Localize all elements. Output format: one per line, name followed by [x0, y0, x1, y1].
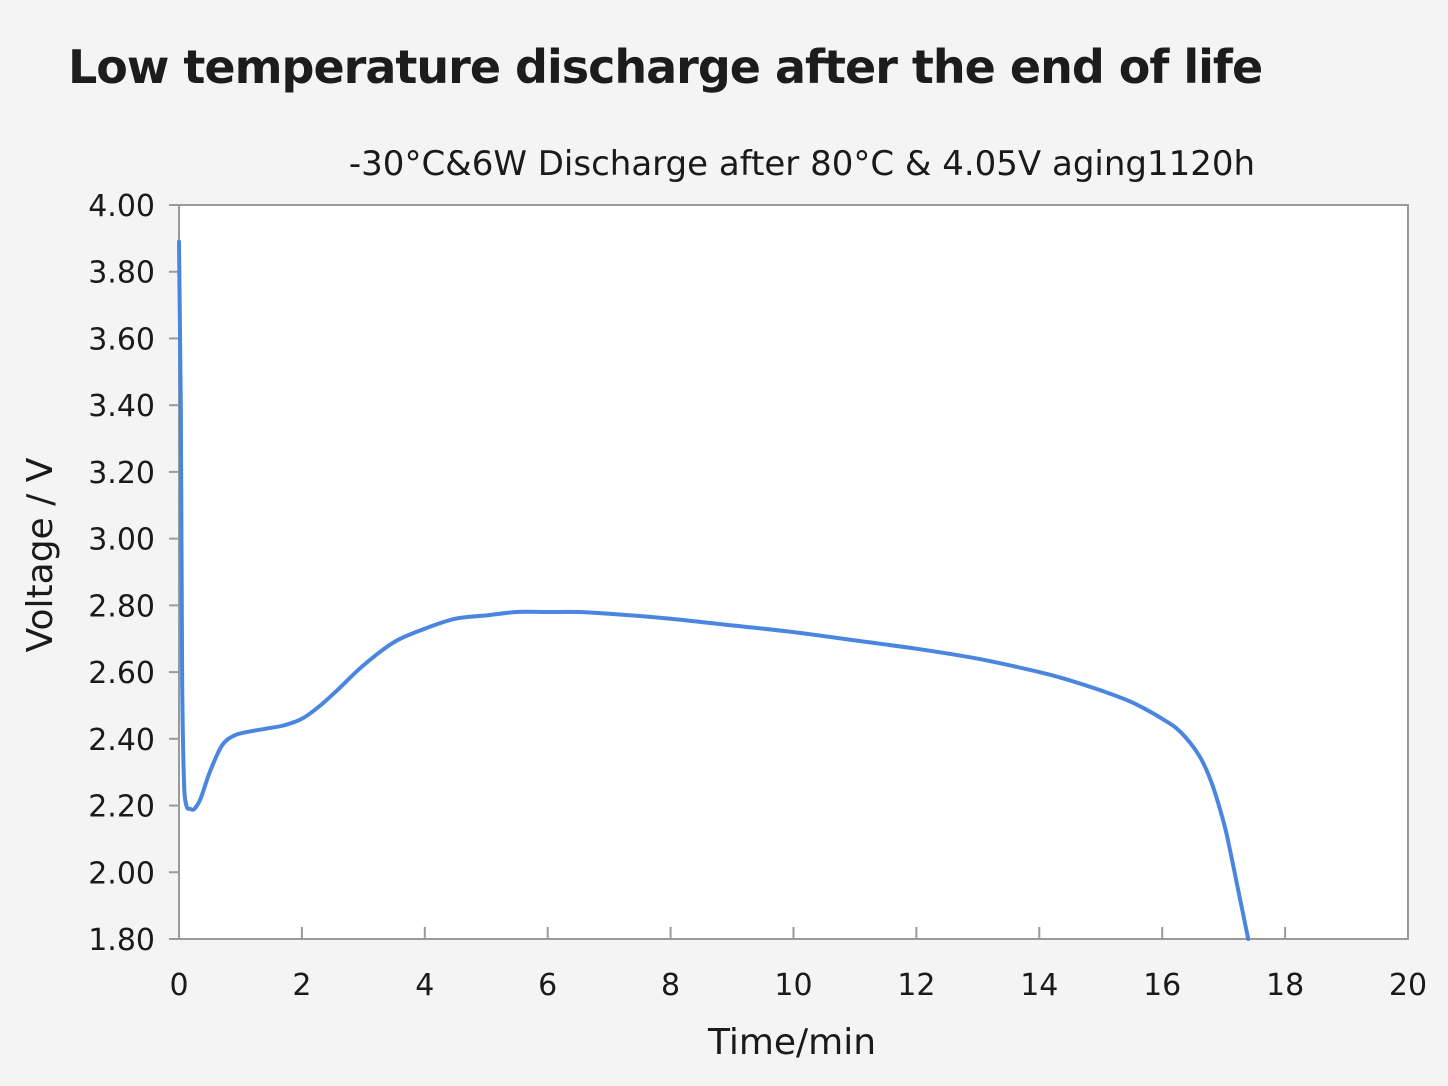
x-tick-label: 4 — [415, 968, 434, 1003]
x-axis-ticks: 0 2 4 6 8 10 12 14 16 18 20 — [169, 927, 1427, 1003]
y-tick-label: 1.80 — [88, 923, 155, 958]
x-axis-label: Time/min — [707, 1022, 876, 1063]
x-tick-label: 8 — [661, 968, 680, 1003]
x-tick-label: 6 — [538, 968, 557, 1003]
y-tick-label: 2.00 — [88, 856, 155, 891]
x-tick-label: 18 — [1266, 968, 1304, 1003]
y-tick-label: 3.40 — [88, 389, 155, 424]
plot-area — [178, 204, 1409, 940]
x-tick-label: 16 — [1143, 968, 1181, 1003]
y-tick-label: 3.20 — [88, 456, 155, 491]
y-tick-label: 2.60 — [88, 656, 155, 691]
y-tick-label: 3.60 — [88, 322, 155, 357]
y-axis-ticks: 4.00 3.80 3.60 3.40 3.20 3.00 2.80 2.60 2.40 2.20… — [88, 189, 179, 958]
x-tick-label: 14 — [1020, 968, 1058, 1003]
y-tick-label: 2.20 — [88, 790, 155, 825]
series-layer — [177, 239, 1251, 941]
y-tick-label: 2.80 — [88, 589, 155, 624]
y-tick-label: 3.80 — [88, 256, 155, 291]
x-tick-label: 2 — [292, 968, 311, 1003]
y-tick-label: 2.40 — [88, 723, 155, 758]
chart-subtitle: -30°C&6W Discharge after 80°C & 4.05V ag… — [349, 144, 1255, 184]
page-title: Low temperature discharge after the end … — [68, 40, 1263, 94]
voltage-series-line — [177, 239, 1251, 941]
y-axis-label: Voltage / V — [20, 457, 61, 652]
x-tick-label: 10 — [774, 968, 812, 1003]
x-tick-label: 0 — [169, 968, 188, 1003]
y-tick-label: 4.00 — [88, 189, 155, 224]
x-tick-label: 20 — [1389, 968, 1427, 1003]
x-tick-label: 12 — [897, 968, 935, 1003]
y-tick-label: 3.00 — [88, 523, 155, 558]
